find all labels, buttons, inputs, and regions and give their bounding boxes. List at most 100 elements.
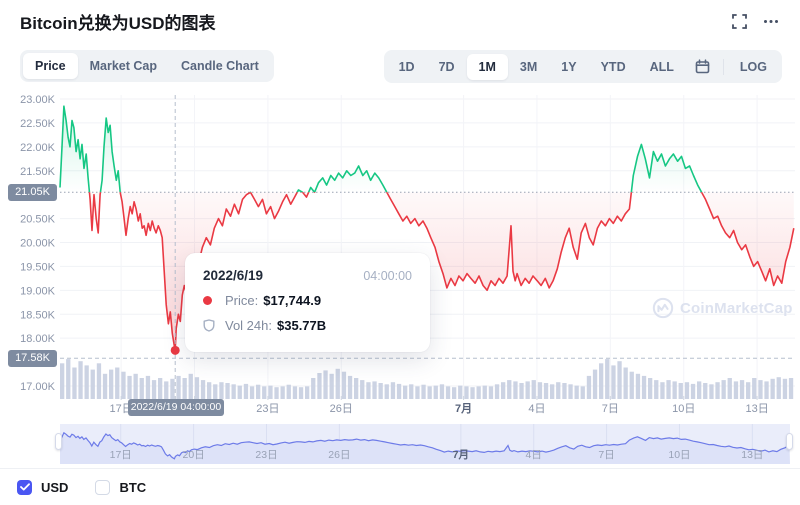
volume-bar — [525, 381, 530, 399]
volume-bar — [507, 380, 512, 399]
y-axis-label: 19.00K — [20, 285, 56, 297]
volume-bar — [599, 363, 604, 399]
volume-bar — [476, 386, 481, 399]
volume-shield-icon — [203, 319, 217, 332]
volume-bar — [256, 384, 261, 399]
volume-bar — [90, 369, 95, 399]
chart-type-tabs: Price Market Cap Candle Chart — [20, 50, 274, 82]
range-1y[interactable]: 1Y — [561, 59, 577, 74]
volume-bar — [207, 382, 212, 399]
navigator-axis-label: 4日 — [526, 449, 542, 461]
range-3m[interactable]: 3M — [519, 59, 538, 74]
volume-bar — [176, 375, 181, 399]
fullscreen-icon[interactable] — [730, 12, 748, 30]
y-axis-label: 20.00K — [20, 238, 56, 250]
more-options-icon[interactable] — [762, 12, 780, 30]
volume-bar — [188, 373, 193, 399]
volume-bar — [409, 384, 414, 399]
volume-bar — [262, 386, 267, 399]
volume-bar — [501, 382, 506, 399]
volume-bar — [782, 378, 788, 399]
volume-bar — [641, 375, 647, 399]
navigator-axis-label: 7日 — [598, 449, 614, 461]
volume-bar — [133, 373, 138, 399]
volume-bar — [592, 369, 598, 399]
x-axis-label: 23日 — [256, 403, 279, 415]
volume-bar — [562, 383, 567, 399]
volume-bar — [127, 375, 132, 399]
currency-toggle-usd[interactable]: USD — [17, 479, 68, 495]
volume-bar — [758, 380, 763, 399]
volume-bar — [439, 384, 445, 399]
volume-bar — [60, 363, 65, 399]
y-axis-label: 22.50K — [20, 118, 56, 130]
footer-bar: USD BTC Want more data? Check out our AP… — [0, 468, 800, 505]
volume-bar — [164, 381, 169, 399]
volume-bar — [605, 359, 610, 399]
range-7d[interactable]: 7D — [438, 59, 455, 74]
volume-bar — [574, 385, 579, 399]
volume-bar — [752, 378, 757, 399]
volume-bar — [274, 387, 279, 399]
volume-bar — [629, 371, 634, 399]
volume-bar — [513, 381, 518, 399]
y-axis-label: 21.50K — [20, 166, 56, 178]
volume-bar — [678, 383, 683, 399]
volume-bar — [139, 378, 144, 399]
volume-bar — [78, 361, 83, 399]
volume-bar — [746, 382, 751, 399]
reference-price-badge: 21.05K — [8, 184, 57, 201]
volume-bar — [666, 380, 671, 399]
volume-bar — [249, 386, 255, 399]
volume-bar — [96, 363, 102, 399]
currency-toggle-btc[interactable]: BTC — [95, 479, 146, 495]
tab-price[interactable]: Price — [23, 53, 78, 79]
volume-bar — [672, 381, 677, 399]
area-fill-red — [60, 192, 794, 351]
volume-bar — [145, 375, 151, 399]
volume-bar — [225, 383, 230, 399]
y-axis-label: 18.00K — [20, 333, 56, 345]
volume-bar — [494, 384, 500, 399]
volume-bar — [360, 380, 365, 399]
usd-checkbox[interactable] — [17, 479, 32, 495]
range-1m[interactable]: 1M — [466, 53, 508, 80]
y-axis-label: 22.00K — [20, 142, 56, 154]
volume-bar — [452, 387, 457, 399]
navigator-axis-label: 10日 — [668, 449, 690, 461]
volume-bar — [684, 382, 690, 399]
volume-bar — [121, 371, 126, 399]
volume-bar — [733, 381, 739, 399]
range-ytd[interactable]: YTD — [600, 59, 626, 74]
calendar-icon[interactable] — [686, 53, 719, 80]
volume-bar — [519, 383, 524, 399]
volume-bar — [311, 378, 316, 399]
x-axis-label: 17日 — [110, 403, 133, 415]
tab-candle-chart[interactable]: Candle Chart — [180, 59, 259, 73]
volume-bar — [739, 380, 745, 399]
page-title: Bitcoin兑换为USD的图表 — [20, 14, 216, 33]
range-all[interactable]: ALL — [649, 59, 674, 74]
y-axis-label: 17.00K — [20, 381, 56, 393]
window-actions — [730, 12, 780, 30]
volume-bar — [323, 370, 328, 399]
volume-bar — [219, 382, 224, 399]
tab-market-cap[interactable]: Market Cap — [89, 59, 157, 73]
area-fill-green — [60, 106, 702, 193]
volume-bar — [690, 383, 696, 399]
range-1d[interactable]: 1D — [398, 59, 415, 74]
volume-bar — [556, 382, 561, 399]
volume-bar — [470, 387, 475, 399]
volume-bar — [415, 386, 420, 399]
x-axis-label: 7月 — [455, 402, 472, 415]
tooltip-date: 2022/6/19 — [203, 268, 264, 283]
tooltip-price-value: $17,744.9 — [263, 293, 322, 308]
navigator-left-handle[interactable] — [55, 433, 62, 450]
navigator-area — [60, 432, 790, 464]
btc-checkbox[interactable] — [95, 479, 111, 495]
volume-bar — [72, 367, 77, 399]
log-scale-toggle[interactable]: LOG — [739, 59, 767, 74]
price-chart-canvas[interactable]: 23.00K 22.50K 22.00K 21.50K 20.50K 20.00K 19.5… — [0, 0, 800, 468]
navigator-right-handle[interactable] — [786, 433, 793, 450]
crosshair-date-badge: 2022/6/19 04:00:00 — [128, 399, 224, 416]
